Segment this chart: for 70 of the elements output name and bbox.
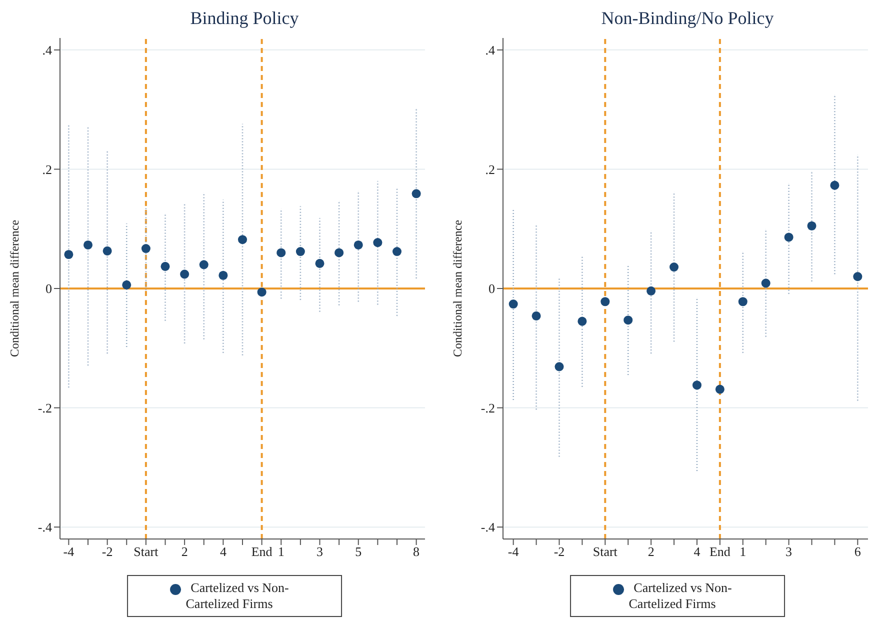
point [853,272,862,282]
x-tick-label: -2 [102,544,113,560]
point [122,280,132,290]
point [315,258,324,268]
y-tick-label: -.2 [38,400,52,416]
point [715,384,724,394]
point [218,270,228,280]
point [624,316,633,325]
x-tick-label: 2 [181,544,188,560]
point [578,316,587,326]
point [646,286,656,296]
point [180,270,190,279]
chart-title: Binding Policy [189,8,300,29]
point [508,300,518,309]
point [238,235,248,244]
point [160,262,170,271]
point [334,248,344,258]
point [199,260,208,270]
x-tick-label: 4 [220,544,227,560]
y-axis-title: Conditional mean difference [7,220,22,358]
y-axis-title: Conditional mean difference [450,220,464,358]
point [554,362,564,372]
x-tick-label: 2 [648,544,654,560]
legend-label: Cartelized vs Non-Cartelized Firms [186,580,289,611]
x-tick-label: 3 [316,544,323,560]
point [532,311,541,320]
point [276,248,286,258]
point [392,247,402,256]
y-tick-label: 0 [46,281,52,296]
x-tick-label: Start [592,544,618,560]
x-tick-label: -4 [508,544,520,560]
y-tick-label: -.4 [480,520,496,535]
point [761,278,770,288]
y-tick-label: -.4 [38,520,52,535]
x-tick-label: 5 [355,544,362,560]
legend-label: Cartelized vs Non-Cartelized Firms [628,580,732,611]
point [412,189,421,198]
x-tick-label: Start [134,544,159,560]
chart-title: Non-Binding/No Policy [600,8,775,29]
point [141,244,150,254]
point [670,262,679,272]
y-tick-label: .4 [42,42,52,58]
x-tick-label: -2 [554,544,565,560]
y-tick-label: .2 [485,162,495,177]
x-tick-label: 1 [278,544,284,560]
point [64,250,74,260]
point [600,297,610,306]
point [354,240,363,250]
point [807,221,816,230]
point [830,180,840,190]
y-tick-label: 0 [488,281,495,296]
point [738,297,748,306]
point [257,288,266,297]
x-tick-label: End [709,544,731,560]
x-tick-label: 6 [854,544,862,560]
x-tick-label: 4 [694,544,701,560]
point [296,247,305,256]
y-tick-label: .4 [485,42,496,58]
x-tick-label: End [251,544,273,560]
x-tick-label: 1 [740,544,746,560]
y-tick-label: .2 [42,162,52,177]
y-tick-label: -.2 [480,400,495,416]
point [784,232,794,242]
x-tick-label: 3 [786,544,792,560]
x-tick-label: -4 [63,544,75,560]
x-tick-label: 8 [413,544,420,560]
point [102,246,112,256]
point [83,240,93,250]
point [373,238,382,248]
point [692,380,702,390]
